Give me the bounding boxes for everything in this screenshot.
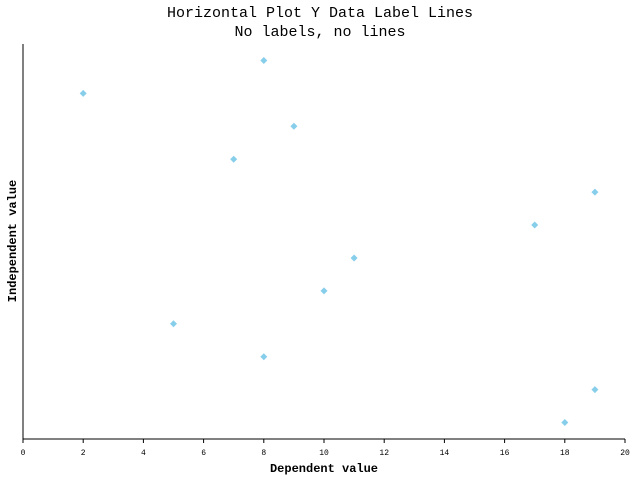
point [561,419,569,427]
x-tick-label: 18 [560,449,570,458]
x-tick-label: 12 [379,449,389,458]
x-tick-label: 2 [81,449,86,458]
point [79,89,87,97]
point [260,353,268,361]
x-tick-label: 4 [141,449,146,458]
point [350,254,358,262]
x-axis-title: Dependent value [270,462,378,476]
point [531,221,539,229]
x-tick-label: 8 [261,449,266,458]
x-tick-label: 20 [620,449,630,458]
y-axis-title: Independent value [6,180,20,302]
x-tick-label: 16 [500,449,510,458]
point [260,56,268,64]
x-tick-label: 10 [319,449,329,458]
point [591,188,599,196]
point [290,122,298,130]
chart-title: Horizontal Plot Y Data Label Lines [167,5,473,22]
point [230,155,238,163]
point [320,287,328,295]
point [170,320,177,328]
chart-subtitle: No labels, no lines [234,24,405,41]
x-tick-label: 0 [21,449,26,458]
point [591,386,599,394]
x-tick-label: 6 [201,449,206,458]
x-tick-label: 14 [440,449,450,458]
